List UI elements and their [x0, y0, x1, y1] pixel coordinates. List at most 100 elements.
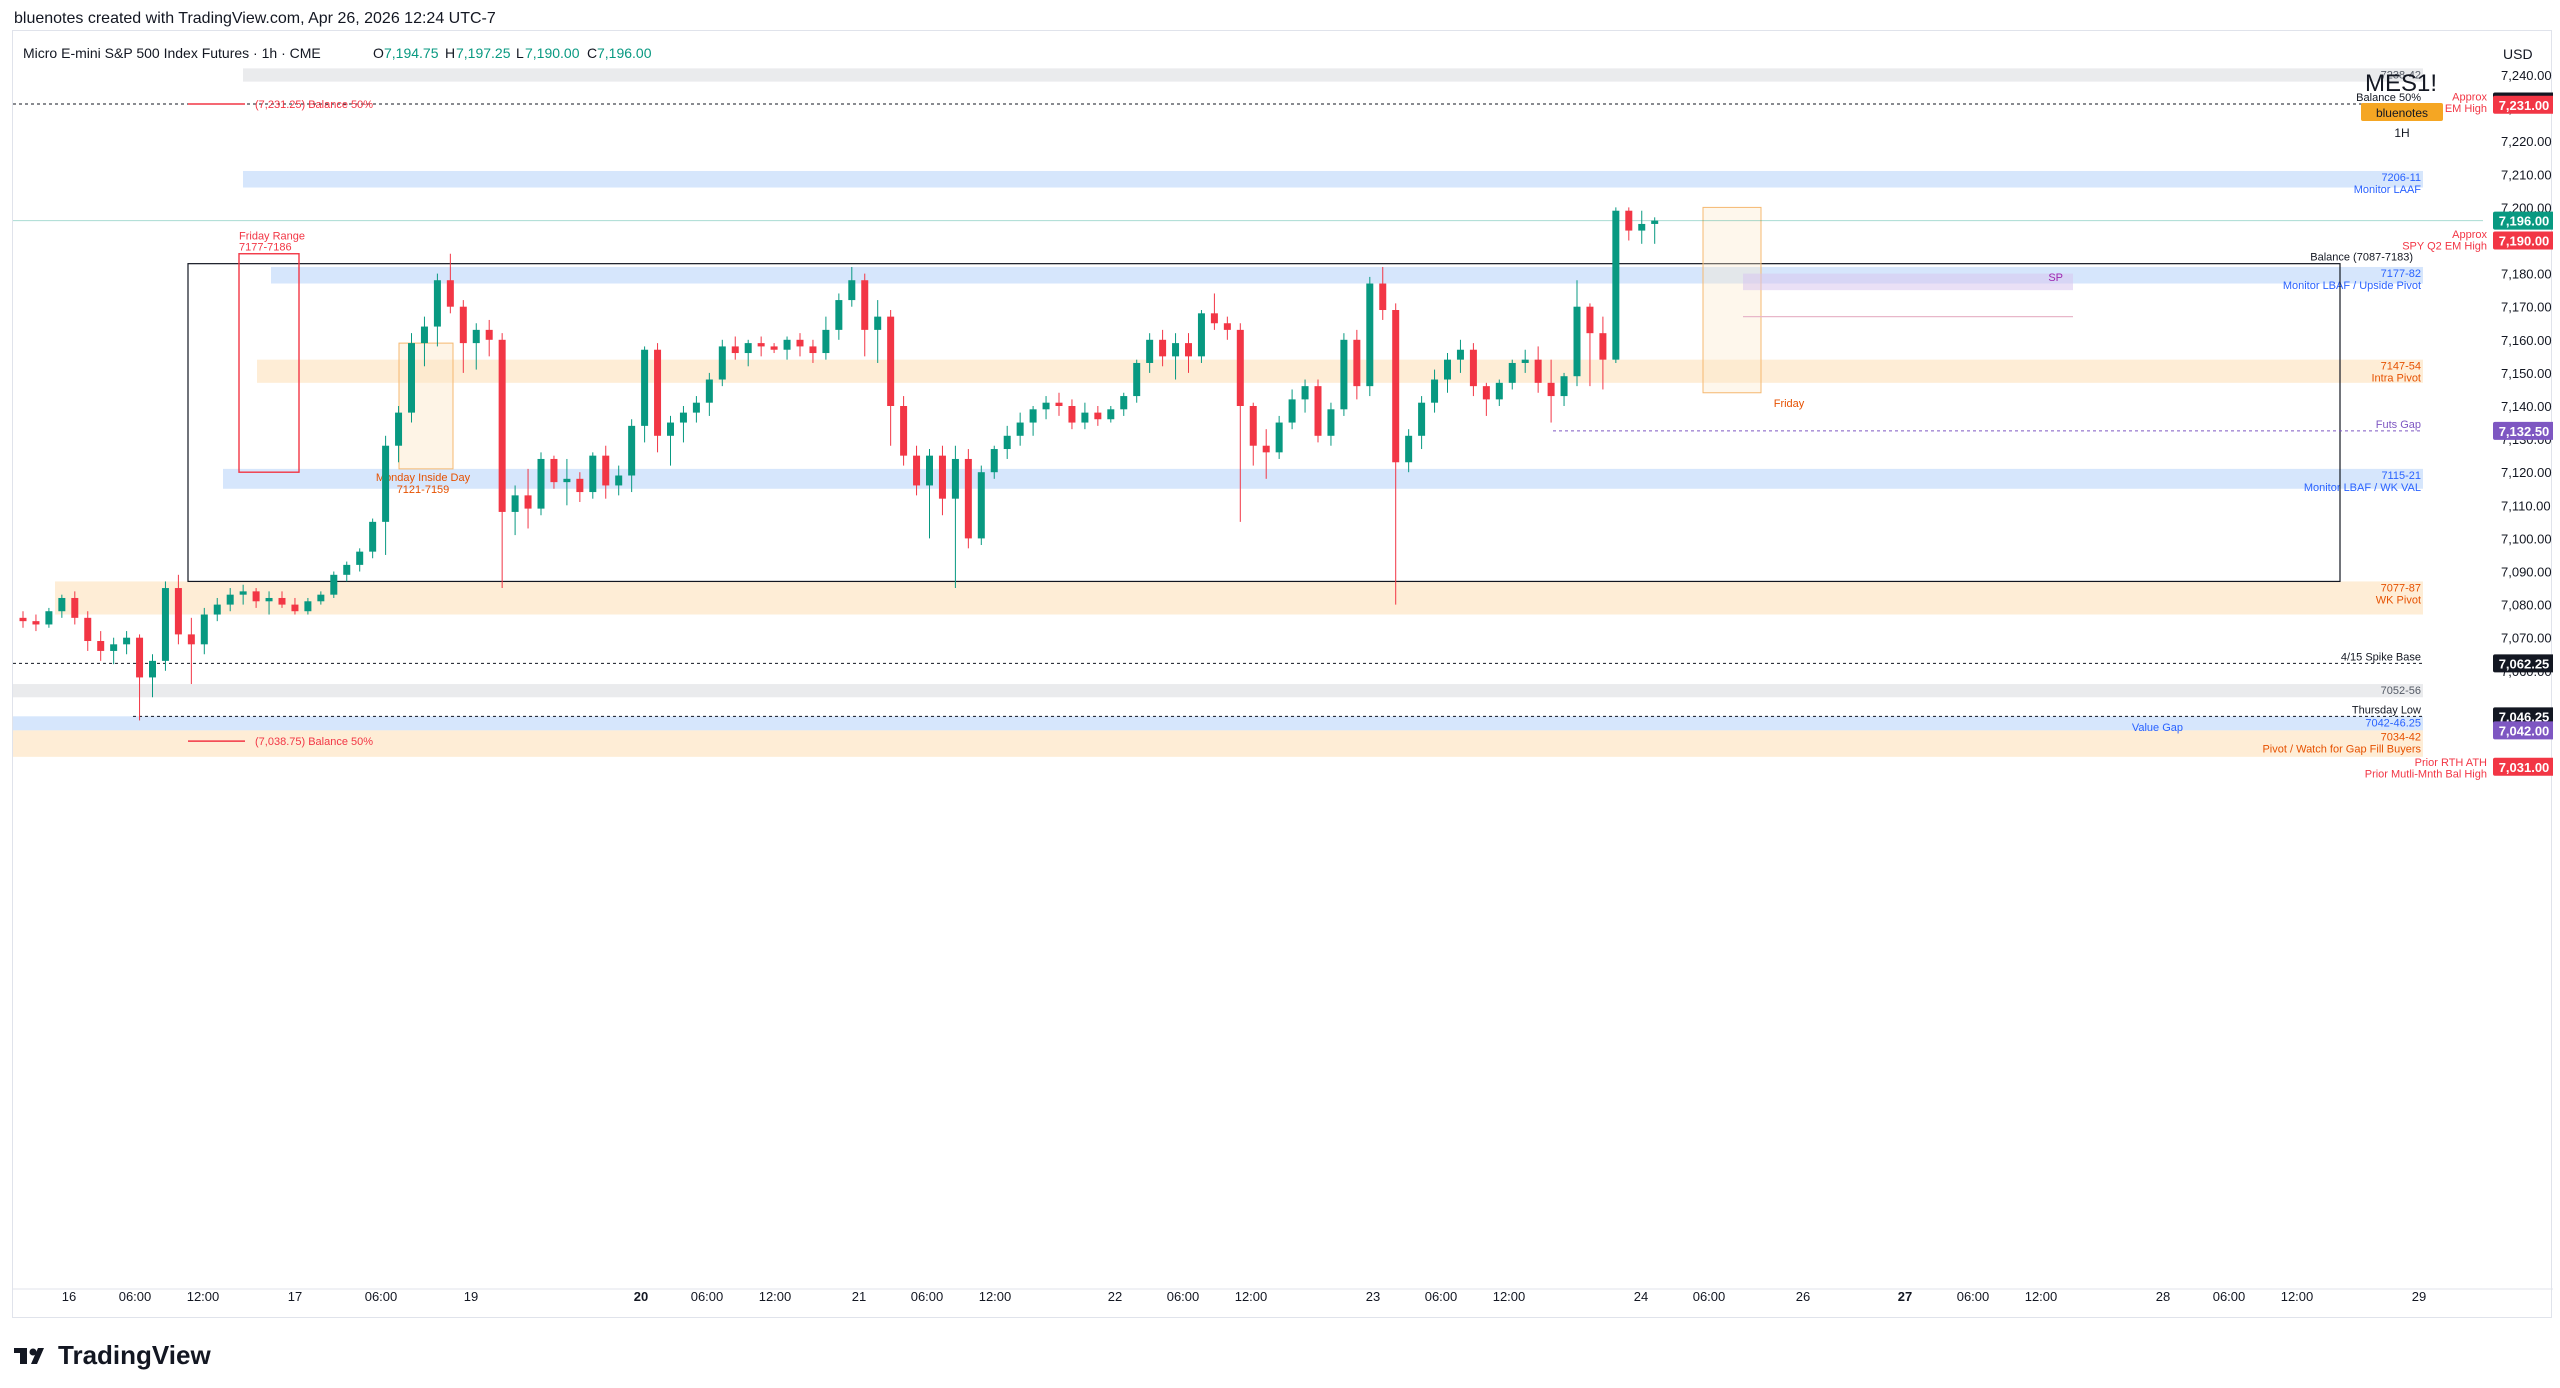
- candle: [1262, 429, 1270, 479]
- price-tag: 7,062.25: [2493, 654, 2553, 673]
- price-tick-label: 7,180.00: [2501, 267, 2552, 282]
- price-tag: 7,196.00: [2493, 211, 2553, 230]
- candle: [304, 597, 312, 615]
- svg-text:7,190.00: 7,190.00: [525, 45, 580, 61]
- tradingview-logo[interactable]: TradingView: [14, 1340, 211, 1371]
- candle: [705, 372, 713, 416]
- balance-50-top-text: (7,231.25) Balance 50%: [255, 99, 373, 111]
- watermark-interval: 1H: [2394, 126, 2409, 140]
- candle-body: [1521, 359, 1529, 363]
- candle: [1042, 396, 1050, 420]
- svg-text:L: L: [516, 45, 524, 61]
- time-tick-label: 06:00: [1425, 1289, 1458, 1304]
- time-tick-label: 12:00: [2025, 1289, 2058, 1304]
- candle: [1638, 210, 1646, 244]
- candle-body: [1094, 412, 1102, 420]
- candle-body: [1249, 406, 1257, 446]
- candle-body: [1547, 382, 1555, 397]
- candle: [1340, 333, 1348, 416]
- candle-body: [589, 455, 597, 493]
- candle: [459, 300, 467, 373]
- candle: [576, 472, 584, 502]
- price-tick-label: 7,160.00: [2501, 333, 2552, 348]
- candle: [1197, 310, 1205, 363]
- candle: [1029, 406, 1037, 436]
- candle-body: [822, 329, 830, 354]
- candle-body: [692, 402, 700, 413]
- balance-box-label: Balance (7087-7183): [2310, 252, 2413, 264]
- candle-body: [641, 349, 649, 426]
- time-tick-label: 12:00: [187, 1289, 220, 1304]
- candle-body: [1042, 402, 1050, 410]
- zone-label: WK Pivot: [2376, 594, 2421, 606]
- time-tick-label: 16: [62, 1289, 76, 1304]
- zone-label: 7238-42: [2381, 69, 2421, 81]
- svg-text:O: O: [373, 45, 384, 61]
- candles-layer: [19, 207, 1659, 721]
- candle-body: [420, 326, 428, 344]
- candle: [809, 339, 817, 363]
- candle: [667, 415, 674, 466]
- candle: [874, 300, 882, 363]
- candle: [291, 597, 299, 615]
- friday-session-box: [1702, 206, 1762, 394]
- candle-body: [1534, 359, 1542, 383]
- price-tag-bg: [2493, 95, 2553, 114]
- candle-body: [382, 445, 390, 522]
- candle: [1236, 323, 1244, 522]
- candle-body: [1444, 359, 1451, 380]
- chart-frame[interactable]: 7238-42 7206-11 Monitor LAAF 7177-82 Monitor…: [12, 30, 2553, 1319]
- candle-body: [278, 597, 286, 605]
- candle: [1146, 333, 1154, 373]
- candle: [252, 588, 260, 608]
- zone-7077-87: [55, 581, 2423, 615]
- candle: [822, 316, 830, 360]
- candle: [149, 654, 156, 698]
- time-tick-label: 06:00: [1693, 1289, 1726, 1304]
- candle: [1573, 280, 1581, 387]
- candle: [900, 396, 908, 466]
- candle: [369, 518, 377, 559]
- candle: [485, 319, 493, 357]
- price-tick-label: 7,170.00: [2501, 300, 2552, 315]
- candle-body: [1418, 402, 1426, 436]
- candle-body: [563, 478, 571, 483]
- price-tag-label: 7,190.00: [2499, 234, 2550, 249]
- symbol-name[interactable]: Micro E-mini S&P 500 Index Futures · 1h …: [23, 45, 321, 61]
- candle: [136, 634, 144, 721]
- candle: [654, 343, 662, 453]
- price-tag: 7,231.00: [2493, 95, 2553, 114]
- candle-body: [977, 472, 985, 539]
- price-tick-label: 7,080.00: [2501, 598, 2552, 613]
- candle: [1185, 333, 1192, 373]
- candle: [731, 336, 739, 360]
- candle-body: [848, 280, 856, 301]
- candle-body: [1651, 220, 1659, 224]
- candle: [1327, 402, 1335, 446]
- candle: [1508, 359, 1516, 390]
- candle: [835, 293, 843, 340]
- price-tag-bg: [2493, 721, 2553, 740]
- candle: [1249, 402, 1257, 466]
- candle: [615, 465, 623, 496]
- candle: [1353, 329, 1361, 400]
- zone-label: 7052-56: [2381, 685, 2421, 697]
- candle: [1418, 396, 1426, 450]
- price-tick-label: 7,090.00: [2501, 565, 2552, 580]
- candle-body: [1482, 386, 1490, 400]
- candle-body: [459, 306, 467, 344]
- candle: [123, 631, 131, 655]
- price-tag: 7,190.00: [2493, 231, 2553, 250]
- price-tag: 7,132.50: [2493, 421, 2553, 440]
- friday-range-label: Friday Range: [239, 231, 305, 243]
- price-tick-label: 7,220.00: [2501, 134, 2552, 149]
- candle: [1547, 359, 1555, 423]
- time-tick-label: 06:00: [2213, 1289, 2246, 1304]
- price-tag-label: 7,046.25: [2499, 709, 2550, 724]
- candle: [1159, 329, 1167, 367]
- candle: [58, 594, 66, 618]
- candle: [1314, 379, 1322, 443]
- candle-body: [408, 343, 415, 413]
- currency-label[interactable]: USD: [2503, 46, 2533, 62]
